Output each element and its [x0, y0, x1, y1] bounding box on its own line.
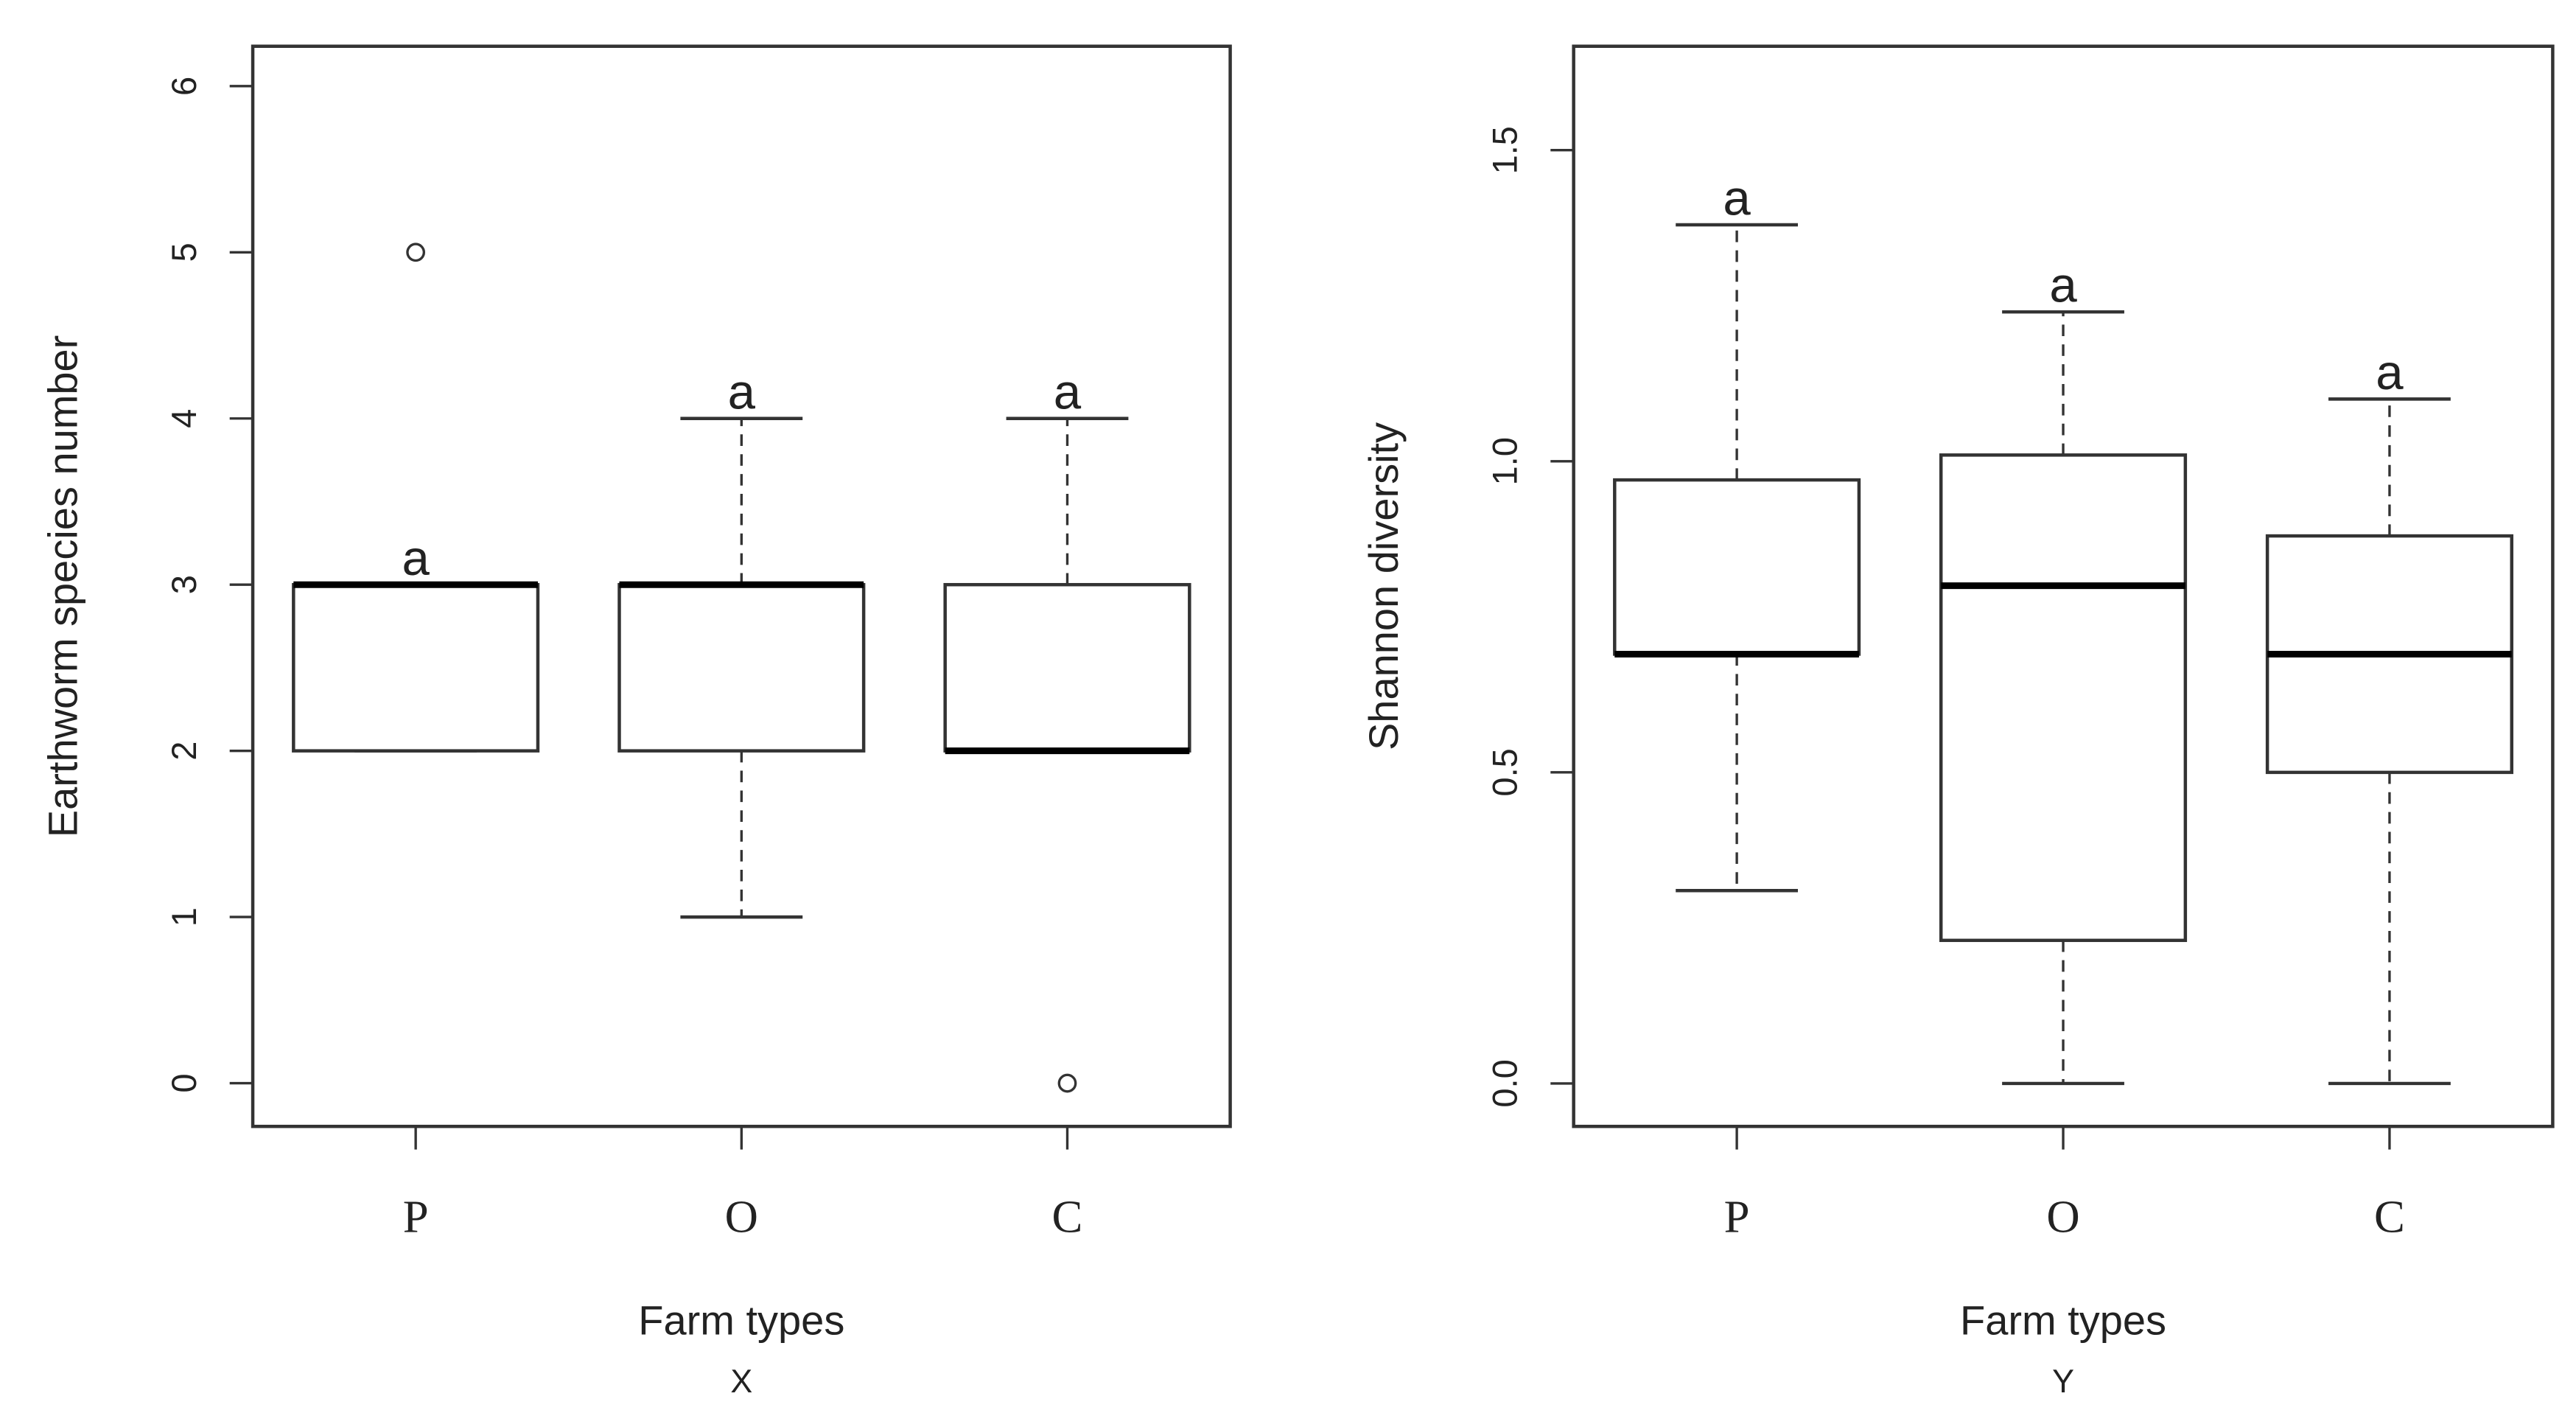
- box: [1939, 453, 2188, 943]
- caption: X: [730, 1363, 752, 1400]
- box: [943, 582, 1191, 753]
- y-tick-label: 0.5: [1485, 748, 1524, 796]
- x-tick-label: C: [2374, 1191, 2405, 1243]
- y-tick-label: 1: [164, 907, 203, 927]
- x-axis-label: Farm types: [1960, 1297, 2166, 1344]
- y-tick-label: 2: [164, 742, 203, 761]
- x-tick-label: O: [2046, 1191, 2079, 1243]
- y-tick-label: 0.0: [1485, 1059, 1524, 1107]
- y-tick-label: 3: [164, 575, 203, 594]
- annotation: a: [2376, 345, 2404, 400]
- x-tick-label: P: [403, 1191, 429, 1243]
- x-axis-label: Farm types: [638, 1297, 844, 1344]
- annotation: a: [728, 364, 756, 419]
- y-tick-label: 6: [164, 77, 203, 96]
- outlier: [1057, 1073, 1077, 1093]
- x-tick-label: C: [1052, 1191, 1083, 1243]
- y-tick-label: 1.0: [1485, 437, 1524, 485]
- y-tick-label: 4: [164, 409, 203, 428]
- box: [292, 582, 540, 753]
- y-tick-label: 5: [164, 243, 203, 262]
- x-tick-label: P: [1724, 1191, 1750, 1243]
- annotation: a: [1054, 364, 1082, 419]
- annotation: a: [402, 531, 430, 586]
- annotation: a: [2049, 258, 2077, 313]
- annotation: a: [1723, 171, 1751, 226]
- y-axis-label: Shannon diversity: [1360, 422, 1407, 750]
- y-tick-label: 1.5: [1485, 126, 1524, 174]
- outlier: [406, 243, 426, 262]
- caption: Y: [2052, 1363, 2074, 1400]
- box: [1613, 478, 1861, 656]
- y-axis-label: Earthworm species number: [40, 335, 86, 838]
- x-tick-label: O: [725, 1191, 758, 1243]
- y-tick-label: 0: [164, 1073, 203, 1092]
- box: [617, 582, 866, 753]
